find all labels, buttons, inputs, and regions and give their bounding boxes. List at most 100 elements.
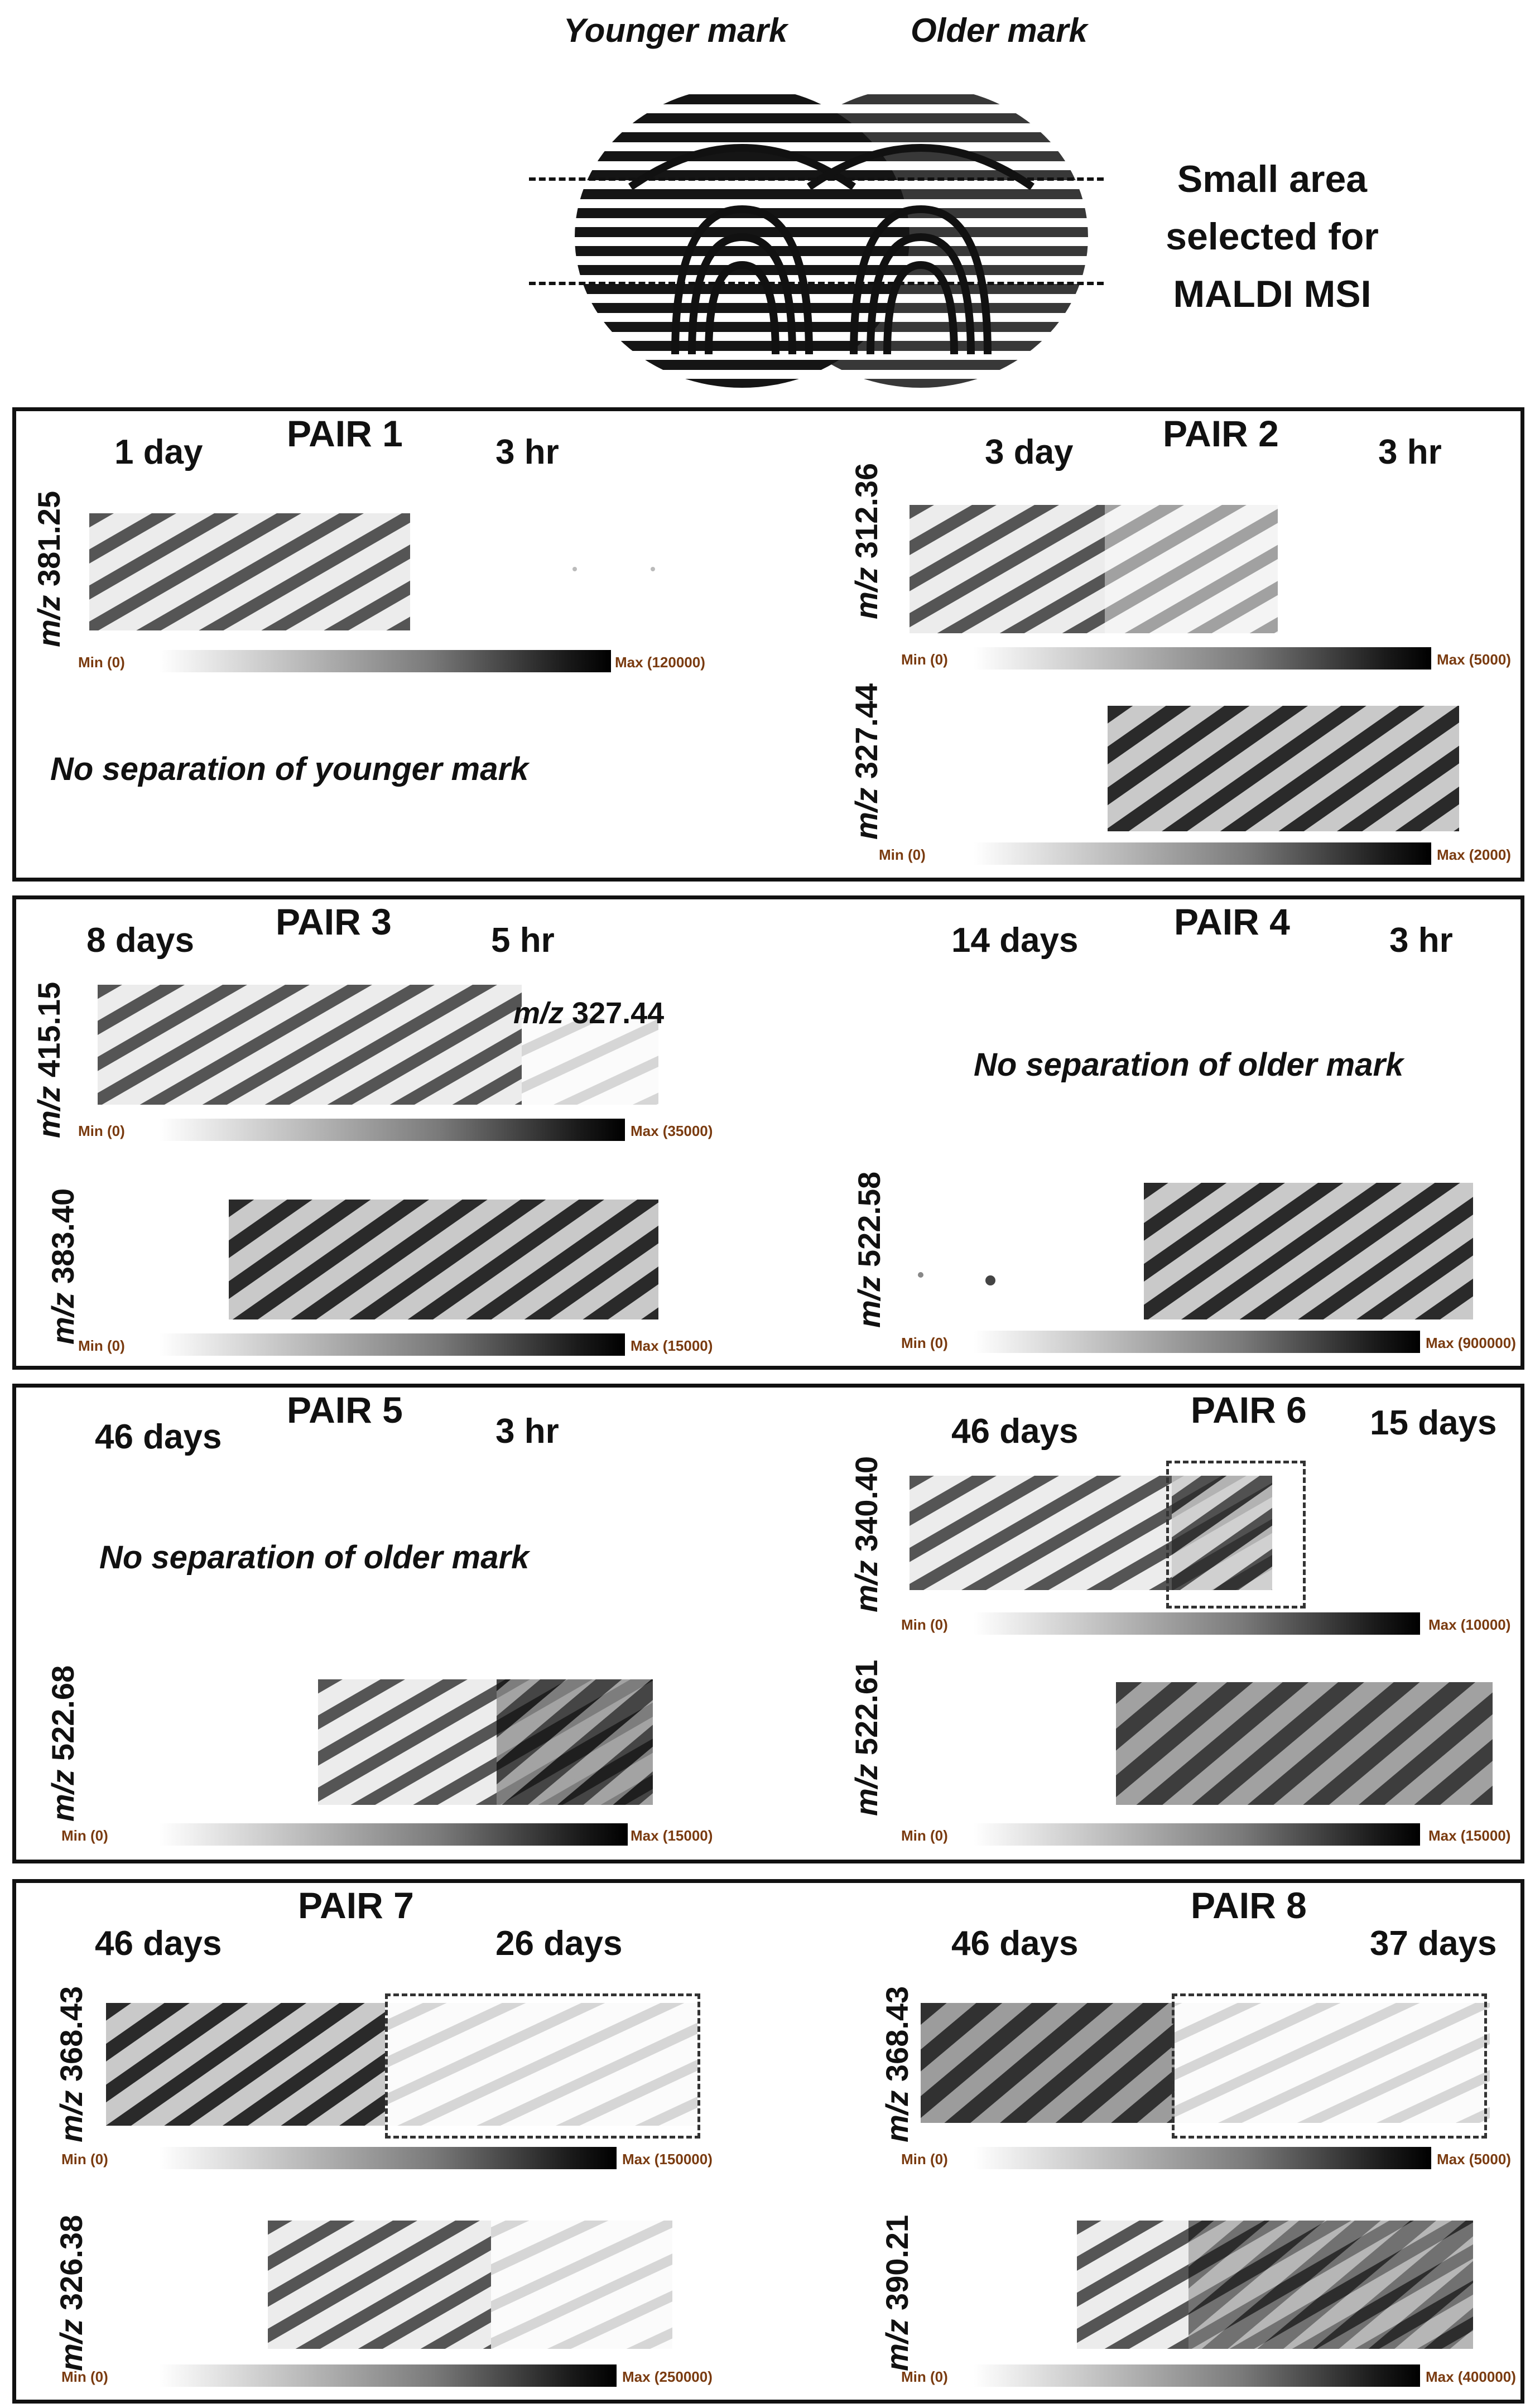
pair-4-colorbar-max: Max (900000): [1426, 1335, 1516, 1351]
pair-1-title: PAIR 1: [273, 411, 416, 456]
pair-6-mz-1: m/z 340.40: [849, 1456, 884, 1612]
pair-5-mz-1-value: 522.68: [45, 1665, 80, 1761]
pair-3-colorbar-1-max: Max (35000): [631, 1123, 713, 1139]
pair-2-colorbar-1: [974, 647, 1431, 670]
pair-2-colorbar-2-min: Min (0): [879, 846, 926, 863]
pair-3-msi-image-1: [98, 985, 658, 1105]
selection-caption-line2: selected for: [1166, 215, 1379, 258]
pair-1-msi-image: [89, 513, 664, 630]
pair-4-msi-image: [910, 1183, 1473, 1319]
pair-8-right-age: 37 days: [1370, 1924, 1497, 1963]
pair-3-colorbar-1-min: Min (0): [78, 1123, 125, 1139]
pair-2-colorbar-2-max: Max (2000): [1437, 846, 1511, 863]
pair-7-colorbar-1: [159, 2147, 617, 2169]
pair-3-colorbar-1: [159, 1119, 625, 1141]
pair-6-colorbar-1: [974, 1612, 1420, 1635]
pair-6-colorbar-2: [974, 1823, 1420, 1846]
younger-mark-label: Younger mark: [564, 12, 788, 49]
older-mark-label: Older mark: [911, 12, 1088, 49]
pair-3-mz-1: m/z 415.15: [31, 981, 66, 1138]
pair-2-title: PAIR 2: [1149, 411, 1292, 456]
pair-5-colorbar-min: Min (0): [61, 1827, 108, 1844]
pair-7-highlight-box: [385, 1993, 700, 2139]
pair-7-colorbar-1-min: Min (0): [61, 2151, 108, 2168]
pair-8-msi-image-2: [1077, 2221, 1473, 2349]
pair-2-mz-2-value: 327.44: [849, 683, 884, 779]
pair-7-msi-image-1: [106, 2003, 697, 2126]
pair-8-mz-2-value: 390.21: [879, 2214, 915, 2311]
pair-4-right-age: 3 hr: [1389, 921, 1453, 960]
pair-3-left-age: 8 days: [86, 921, 195, 960]
pair-8-mz-1: m/z 368.43: [879, 1986, 915, 2142]
overlapping-fingerprints-illustration: [564, 75, 1099, 388]
pair-5-title: PAIR 5: [273, 1388, 416, 1432]
pair-5-colorbar: [159, 1823, 628, 1846]
pair-6-right-age: 15 days: [1370, 1404, 1497, 1442]
pair-2-msi-image-1: [910, 505, 1484, 633]
pair-2-mz-1-value: 312.36: [849, 463, 884, 559]
pair-5-left-age: 46 days: [95, 1418, 222, 1456]
pair-6-colorbar-1-min: Min (0): [901, 1616, 948, 1633]
pair-5-colorbar-max: Max (15000): [631, 1827, 713, 1844]
pair-4-colorbar: [974, 1331, 1420, 1353]
selection-caption: Small area selected for MALDI MSI: [1155, 151, 1389, 323]
pair-4-colorbar-min: Min (0): [901, 1335, 948, 1351]
pair-6-colorbar-2-max: Max (15000): [1428, 1827, 1511, 1844]
pair-7-colorbar-2: [159, 2364, 617, 2387]
pair-7-mz-2: m/z 326.38: [54, 2214, 89, 2371]
pair-8-msi-image-1: [921, 2003, 1490, 2123]
pair-8-highlight-box: [1172, 1993, 1487, 2139]
pair-7-colorbar-2-min: Min (0): [61, 2368, 108, 2385]
pair-5-msi-image: [318, 1679, 653, 1805]
pair-6-colorbar-2-min: Min (0): [901, 1827, 948, 1844]
pair-2-right-age: 3 hr: [1378, 433, 1442, 471]
selection-line-top: [529, 177, 1104, 181]
pair-1-colorbar: [159, 650, 611, 672]
pair-5-right-age: 3 hr: [495, 1412, 559, 1451]
pair-4-note: No separation of older mark: [974, 1047, 1404, 1083]
pair-4-title: PAIR 4: [1161, 899, 1303, 944]
pair-8-colorbar-1-min: Min (0): [901, 2151, 948, 2168]
pair-3-colorbar-2: [159, 1333, 625, 1356]
pair-6-highlight-box: [1166, 1461, 1306, 1608]
pair-1-mz-1: m/z 381.25: [31, 490, 66, 647]
pair-7-mz-2-value: 326.38: [54, 2214, 89, 2311]
pair-5-mz-1: m/z 522.68: [45, 1665, 80, 1822]
pair-5-note: No separation of older mark: [99, 1539, 530, 1576]
pair-6-title: PAIR 6: [1177, 1388, 1320, 1432]
pair-4-mz-1-value: 522.58: [851, 1171, 887, 1268]
pair-3-colorbar-2-max: Max (15000): [631, 1337, 713, 1354]
pair-4-left-age: 14 days: [951, 921, 1079, 960]
selection-line-bottom: [529, 282, 1104, 285]
pair-7-right-age: 26 days: [495, 1924, 623, 1963]
pair-7-colorbar-1-max: Max (150000): [622, 2151, 713, 2168]
pair-6-colorbar-1-max: Max (10000): [1428, 1616, 1511, 1633]
pair-8-colorbar-1-max: Max (5000): [1437, 2151, 1511, 2168]
pair-2-msi-image-2: [1108, 706, 1459, 831]
pair-8-colorbar-2: [974, 2364, 1420, 2387]
pair-8-mz-1-value: 368.43: [879, 1986, 915, 2082]
pair-6-mz-2-value: 522.61: [849, 1659, 884, 1756]
pair-2-mz-2: m/z 327.44: [849, 683, 884, 840]
pair-3-title: PAIR 3: [262, 899, 405, 944]
pair-3-msi-image-2: [229, 1200, 658, 1319]
pair-1-colorbar-max: Max (120000): [615, 654, 705, 671]
pair-7-left-age: 46 days: [95, 1924, 222, 1963]
pair-1-left-age: 1 day: [114, 433, 203, 471]
pair-2-colorbar-1-max: Max (5000): [1437, 651, 1511, 668]
pair-7-mz-1-value: 368.43: [54, 1986, 89, 2082]
pair-8-colorbar-2-max: Max (400000): [1426, 2368, 1516, 2385]
pair-3-mz-2-value: 383.40: [45, 1188, 80, 1284]
pair-6-mz-1-value: 340.40: [849, 1456, 884, 1552]
pair-1-colorbar-min: Min (0): [78, 654, 125, 671]
pair-7-msi-image-2: [268, 2221, 672, 2349]
pair-1-note: No separation of younger mark: [50, 751, 529, 787]
pair-1-mz-1-value: 381.25: [31, 490, 66, 587]
pair-7-title: PAIR 7: [285, 1883, 427, 1928]
pair-3-mz-1-value: 415.15: [31, 981, 66, 1078]
pair-6-msi-image-2: [1116, 1682, 1493, 1805]
pair-7-colorbar-2-max: Max (250000): [622, 2368, 713, 2385]
pair-6-msi-image-1: [910, 1476, 1300, 1590]
pair-8-colorbar-1: [974, 2147, 1431, 2169]
pair-2-colorbar-2: [974, 842, 1431, 865]
